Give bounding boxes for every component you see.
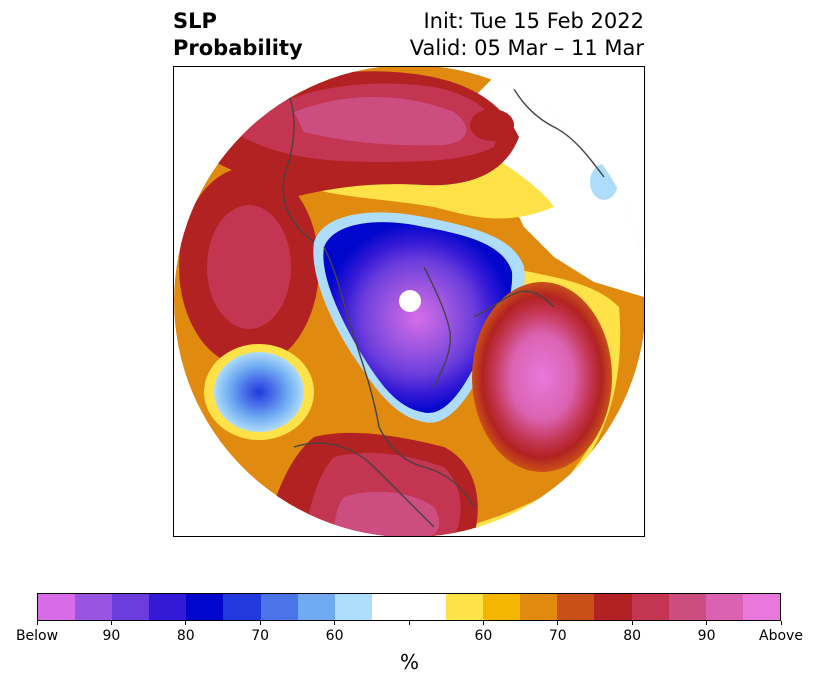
colorbar-tick-label: Above [759, 628, 803, 644]
colorbar-tick [631, 621, 633, 625]
colorbar-tick [334, 621, 336, 625]
title-line-1: SLP [173, 9, 217, 33]
pink-core-south [334, 491, 440, 536]
colorbar-tick [259, 621, 261, 625]
red-core-west [207, 205, 291, 329]
colorbar-cell [75, 594, 113, 620]
colorbar-cell [742, 594, 780, 620]
colorbar-cell [557, 594, 595, 620]
init-date: Init: Tue 15 Feb 2022 [423, 9, 644, 33]
colorbar-cell [297, 594, 335, 620]
colorbar-tick [185, 621, 187, 625]
colorbar-tick-label: 90 [102, 628, 121, 644]
chart-title: SLP Probability [173, 8, 303, 62]
colorbar-cell [483, 594, 521, 620]
blue-low-pacific [214, 352, 304, 432]
colorbar-tick [110, 621, 112, 625]
map-frame [173, 66, 645, 537]
colorbar-tick-label: 70 [548, 628, 567, 644]
valid-range: Valid: 05 Mar – 11 Mar [409, 36, 644, 60]
colorbar-cell [38, 594, 76, 620]
colorbar-cell [260, 594, 298, 620]
light-blue-spot [590, 164, 618, 200]
colorbar-cell [223, 594, 261, 620]
colorbar-tick-label: 80 [623, 628, 642, 644]
colorbar-cell [149, 594, 187, 620]
purple-core-arctic [323, 222, 513, 413]
colorbar-tick [36, 621, 38, 625]
colorbar-tick-label: 80 [176, 628, 195, 644]
red-spot-north [470, 109, 514, 141]
colorbar-cell [631, 594, 669, 620]
probability-map [174, 67, 644, 536]
colorbar-tick-label: 90 [697, 628, 716, 644]
forecast-dates: Init: Tue 15 Feb 2022 Valid: 05 Mar – 11… [410, 8, 644, 62]
coastlines [273, 67, 605, 528]
colorbar-tick [557, 621, 559, 625]
colorbar-tick-label: 60 [474, 628, 493, 644]
colorbar-cell [334, 594, 372, 620]
colorbar-units-label: % [399, 650, 419, 674]
colorbar-cell [705, 594, 743, 620]
pink-high-atlantic [472, 282, 612, 472]
title-line-2: Probability [173, 36, 303, 60]
probability-field [174, 67, 644, 536]
colorbar-tick [482, 621, 484, 625]
colorbar-cell [408, 594, 447, 620]
colorbar [37, 593, 781, 621]
colorbar-tick-label: 70 [251, 628, 270, 644]
colorbar-cell [668, 594, 706, 620]
colorbar-cell [186, 594, 224, 620]
colorbar-tick-label: Below [15, 628, 59, 644]
north-pole-marker [399, 290, 421, 312]
colorbar-tick [706, 621, 708, 625]
colorbar-tick [408, 621, 410, 625]
colorbar-tick-label: 60 [325, 628, 344, 644]
colorbar-cell [371, 594, 409, 620]
colorbar-cell [112, 594, 150, 620]
colorbar-cell [520, 594, 558, 620]
pink-core-north [294, 97, 467, 146]
colorbar-cell [446, 594, 484, 620]
colorbar-cell [594, 594, 632, 620]
colorbar-tick [780, 621, 782, 625]
